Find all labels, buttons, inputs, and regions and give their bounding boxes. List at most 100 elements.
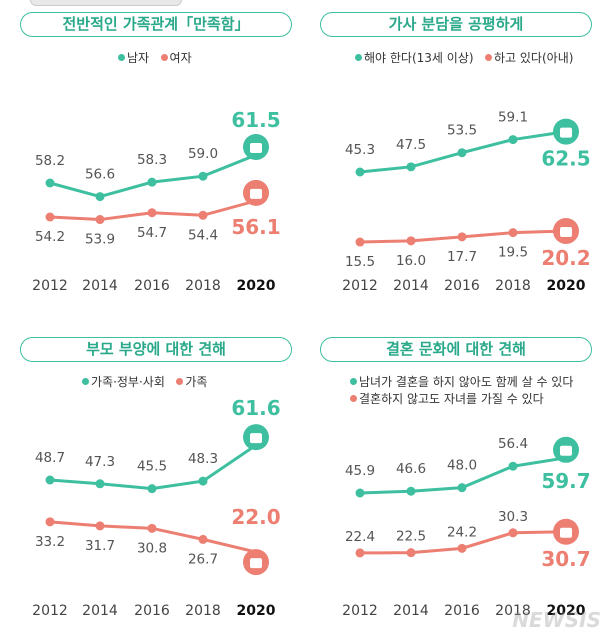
data-label: 45.5: [137, 459, 167, 475]
spray-bottle-icon: [553, 118, 579, 145]
legend: 남자 여자: [118, 50, 192, 67]
data-point: [45, 475, 55, 485]
data-label: 47.5: [396, 137, 426, 153]
final-value-label: 61.6: [231, 396, 280, 420]
x-tick-label: 2012: [342, 603, 378, 619]
final-value-label: 59.7: [541, 469, 590, 493]
data-point: [147, 177, 157, 187]
legend: 가족·정부·사회 가족: [82, 374, 207, 391]
data-label: 58.2: [35, 153, 65, 169]
data-label: 48.3: [188, 451, 218, 467]
x-tick-label: 2018: [185, 278, 221, 294]
data-point: [45, 517, 55, 527]
baby-icon: [553, 518, 579, 545]
data-point: [198, 171, 208, 181]
data-point: [457, 483, 467, 493]
house-icon: [243, 133, 269, 160]
data-point: [147, 208, 157, 218]
x-tick-label: 2014: [393, 278, 429, 294]
data-point: [95, 192, 105, 202]
handshake-icon: [243, 424, 269, 451]
data-label: 48.7: [35, 450, 65, 466]
data-label: 56.4: [498, 436, 528, 452]
data-label: 26.7: [188, 551, 218, 567]
data-label: 59.1: [498, 110, 528, 126]
data-label: 16.0: [396, 253, 426, 269]
data-point: [95, 521, 105, 531]
legend-label: 가족: [185, 375, 208, 389]
x-tick-label: 2012: [32, 278, 68, 294]
watermark: NEWSIS: [512, 608, 601, 632]
icon-shape: [250, 558, 262, 569]
data-point: [95, 215, 105, 225]
data-point: [45, 178, 55, 188]
final-value-label: 56.1: [231, 215, 280, 239]
legend-label: 남녀가 결혼을 하지 않아도 함께 살 수 있다: [359, 375, 574, 389]
x-tick-label: 2014: [393, 603, 429, 619]
data-point: [406, 548, 416, 558]
data-label: 17.7: [447, 249, 477, 265]
x-tick-label: 2018: [495, 603, 531, 619]
legend-label: 결혼하지 않고도 자녀를 가질 수 있다: [359, 392, 544, 406]
legend: 해야 한다(13세 이상) 하고 있다(아내): [355, 50, 573, 67]
data-point: [355, 548, 365, 558]
icon-shape: [250, 142, 262, 153]
data-label: 45.9: [345, 463, 375, 479]
icon-shape: [250, 433, 262, 444]
final-value-label: 30.7: [541, 547, 590, 571]
data-point: [508, 528, 518, 538]
x-tick-label: 2016: [134, 603, 170, 619]
data-point: [406, 236, 416, 246]
family-icon: [243, 549, 269, 576]
data-point: [198, 476, 208, 486]
data-label: 48.0: [447, 458, 477, 474]
data-point: [406, 162, 416, 172]
data-point: [457, 543, 467, 553]
x-tick-label: 2012: [32, 603, 68, 619]
data-label: 33.2: [35, 534, 65, 550]
data-point: [147, 523, 157, 533]
data-label: 47.3: [85, 454, 115, 470]
final-value-label: 22.0: [231, 505, 280, 529]
data-label: 53.9: [85, 232, 115, 248]
data-label: 30.3: [498, 509, 528, 525]
data-point: [95, 479, 105, 489]
x-tick-label: 2018: [185, 603, 221, 619]
x-tick-label: 2020: [547, 278, 586, 294]
data-point: [508, 228, 518, 238]
x-tick-label: 2016: [444, 603, 480, 619]
data-label: 45.3: [345, 142, 375, 158]
couple-icon: [553, 436, 579, 463]
data-point: [45, 212, 55, 222]
final-value-label: 61.5: [231, 108, 280, 132]
x-tick-label: 2014: [82, 278, 118, 294]
icon-shape: [560, 445, 572, 456]
data-label: 54.7: [137, 225, 167, 241]
x-tick-label: 2020: [547, 603, 586, 619]
panel-title: 결혼 문화에 대한 견해: [320, 337, 592, 362]
legend-label: 여자: [169, 51, 192, 65]
data-label: 46.6: [396, 461, 426, 477]
data-point: [198, 534, 208, 544]
x-tick-label: 2016: [134, 278, 170, 294]
data-label: 19.5: [498, 245, 528, 261]
data-point: [508, 135, 518, 145]
x-tick-label: 2012: [342, 278, 378, 294]
data-label: 15.5: [345, 254, 375, 270]
data-label: 56.6: [85, 167, 115, 183]
data-point: [508, 461, 518, 471]
icon-shape: [250, 188, 262, 199]
data-point: [147, 484, 157, 494]
legend-label: 남자: [127, 51, 150, 65]
woman-face-icon: [553, 217, 579, 244]
data-label: 54.2: [35, 229, 65, 245]
data-label: 24.2: [447, 524, 477, 540]
data-point: [457, 148, 467, 158]
final-value-label: 62.5: [541, 147, 590, 171]
icon-shape: [560, 527, 572, 538]
house-icon: [243, 179, 269, 206]
data-label: 22.5: [396, 529, 426, 545]
data-label: 30.8: [137, 540, 167, 556]
x-tick-label: 2016: [444, 278, 480, 294]
